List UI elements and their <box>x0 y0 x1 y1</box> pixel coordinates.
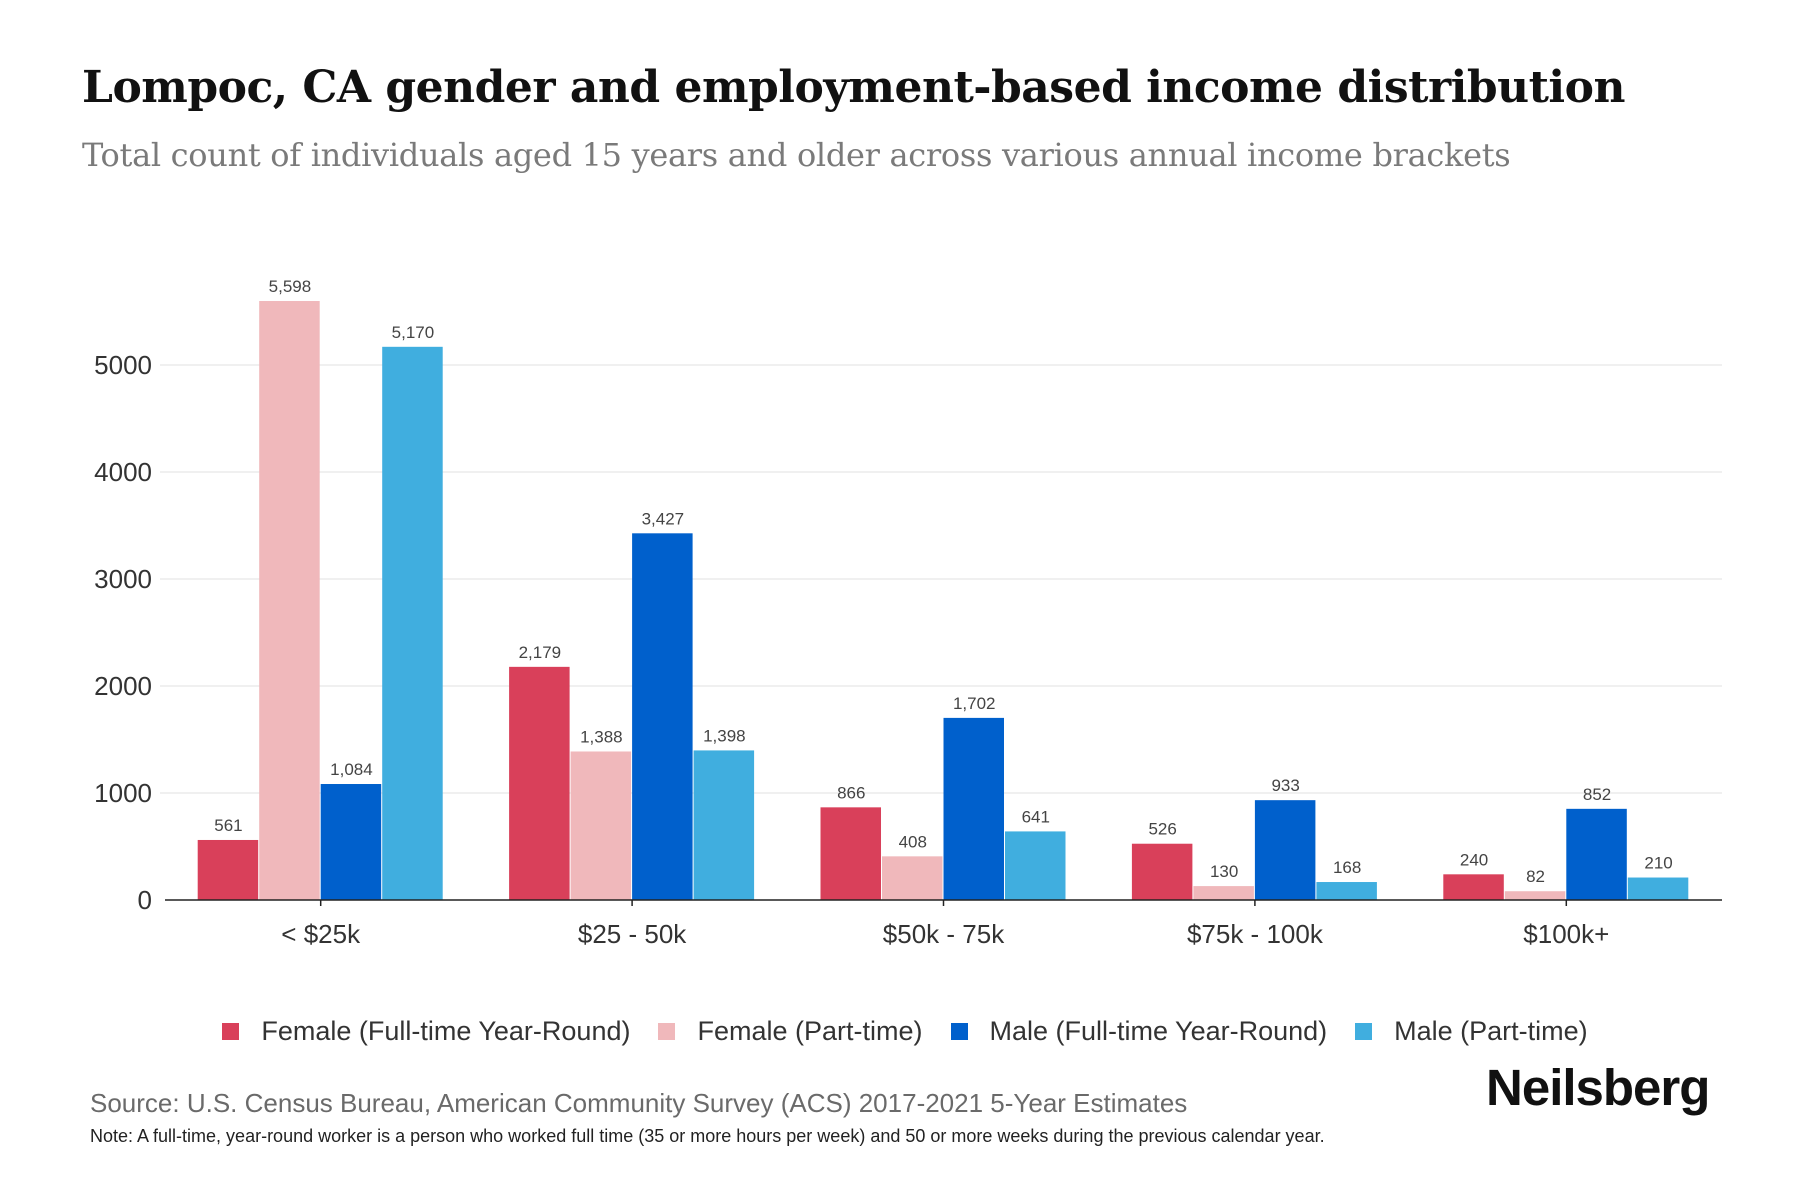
legend-label: Male (Full-time Year-Round) <box>989 1016 1328 1046</box>
data-label: 1,398 <box>703 726 746 745</box>
data-label: 852 <box>1583 785 1611 804</box>
y-tick-label: 5000 <box>94 350 152 380</box>
bar <box>1443 874 1504 900</box>
legend-swatch <box>1355 1023 1373 1040</box>
y-tick-label: 2000 <box>94 671 152 701</box>
legend-label: Female (Full-time Year-Round) <box>261 1016 631 1046</box>
data-label: 1,388 <box>580 727 623 746</box>
x-tick-label: $25 - 50k <box>578 919 687 949</box>
bar <box>509 666 570 900</box>
bar <box>632 533 693 900</box>
y-axis-ticks: 0 1000 2000 3000 4000 5000 <box>94 350 152 915</box>
data-label: 526 <box>1148 820 1176 839</box>
note-text: Note: A full-time, year-round worker is … <box>90 1126 1325 1146</box>
chart-subtitle: Total count of individuals aged 15 years… <box>82 136 1511 174</box>
bar <box>693 750 755 900</box>
chart-title: Lompoc, CA gender and employment-based i… <box>82 62 1625 113</box>
bar <box>197 839 259 900</box>
bar <box>1504 891 1566 900</box>
data-label: 3,427 <box>642 509 685 528</box>
legend-swatch <box>950 1023 968 1040</box>
data-label: 82 <box>1526 867 1545 886</box>
legend-label: Female (Part-time) <box>697 1016 923 1046</box>
bar <box>1316 882 1377 900</box>
data-label: 168 <box>1333 858 1361 877</box>
bar <box>1627 877 1689 900</box>
data-label: 1,084 <box>330 760 373 779</box>
data-label: 1,702 <box>953 694 996 713</box>
bar <box>1566 808 1627 900</box>
data-label: 5,598 <box>269 277 312 296</box>
data-label: 240 <box>1460 850 1488 869</box>
x-tick-label: $100k+ <box>1523 919 1609 949</box>
source-text: Source: U.S. Census Bureau, American Com… <box>90 1088 1188 1118</box>
data-label: 5,170 <box>392 323 435 342</box>
bar <box>820 807 881 900</box>
legend-swatch <box>658 1023 676 1040</box>
bar <box>1254 800 1316 900</box>
bar <box>1193 886 1254 900</box>
x-tick-label: $50k - 75k <box>883 919 1005 949</box>
legend-item: Female (Full-time Year-Round) <box>222 1016 630 1047</box>
data-label: 866 <box>837 783 865 802</box>
legend-item: Male (Part-time) <box>1355 1016 1588 1047</box>
bars <box>197 301 1689 900</box>
y-tick-label: 4000 <box>94 457 152 487</box>
legend-item: Male (Full-time Year-Round) <box>950 1016 1328 1047</box>
data-label: 408 <box>899 832 927 851</box>
bar <box>382 346 443 900</box>
y-tick-label: 0 <box>138 885 152 915</box>
data-label: 210 <box>1644 854 1672 873</box>
bar <box>943 717 1004 900</box>
data-label: 933 <box>1271 776 1299 795</box>
data-labels: 561 5,598 1,084 5,170 2,179 1,388 3,427 1,398 86… <box>214 277 1672 886</box>
x-tick-label: $75k - 100k <box>1187 919 1324 949</box>
bar <box>259 301 320 900</box>
data-label: 641 <box>1022 807 1050 826</box>
legend-swatch <box>222 1023 240 1040</box>
legend: Female (Full-time Year-Round) Female (Par… <box>0 1016 1800 1047</box>
data-label: 2,179 <box>519 643 562 662</box>
data-label: 130 <box>1210 862 1238 881</box>
data-label: 561 <box>214 816 242 835</box>
neilsberg-logo: Neilsberg <box>1486 1059 1710 1116</box>
y-tick-label: 3000 <box>94 564 152 594</box>
bar <box>1131 843 1193 900</box>
bar <box>320 784 382 900</box>
legend-item: Female (Part-time) <box>658 1016 923 1047</box>
legend-label: Male (Part-time) <box>1394 1016 1588 1046</box>
x-axis-ticks: < $25k $25 - 50k $50k - 75k $75k - 100k $100… <box>281 900 1609 949</box>
bar <box>570 751 632 900</box>
y-tick-label: 1000 <box>94 778 152 808</box>
bar-chart: 0 1000 2000 3000 4000 5000 561 5,598 1,084 5,170… <box>94 277 1722 949</box>
bar <box>882 856 943 900</box>
bar <box>1005 831 1066 900</box>
x-tick-label: < $25k <box>281 919 361 949</box>
